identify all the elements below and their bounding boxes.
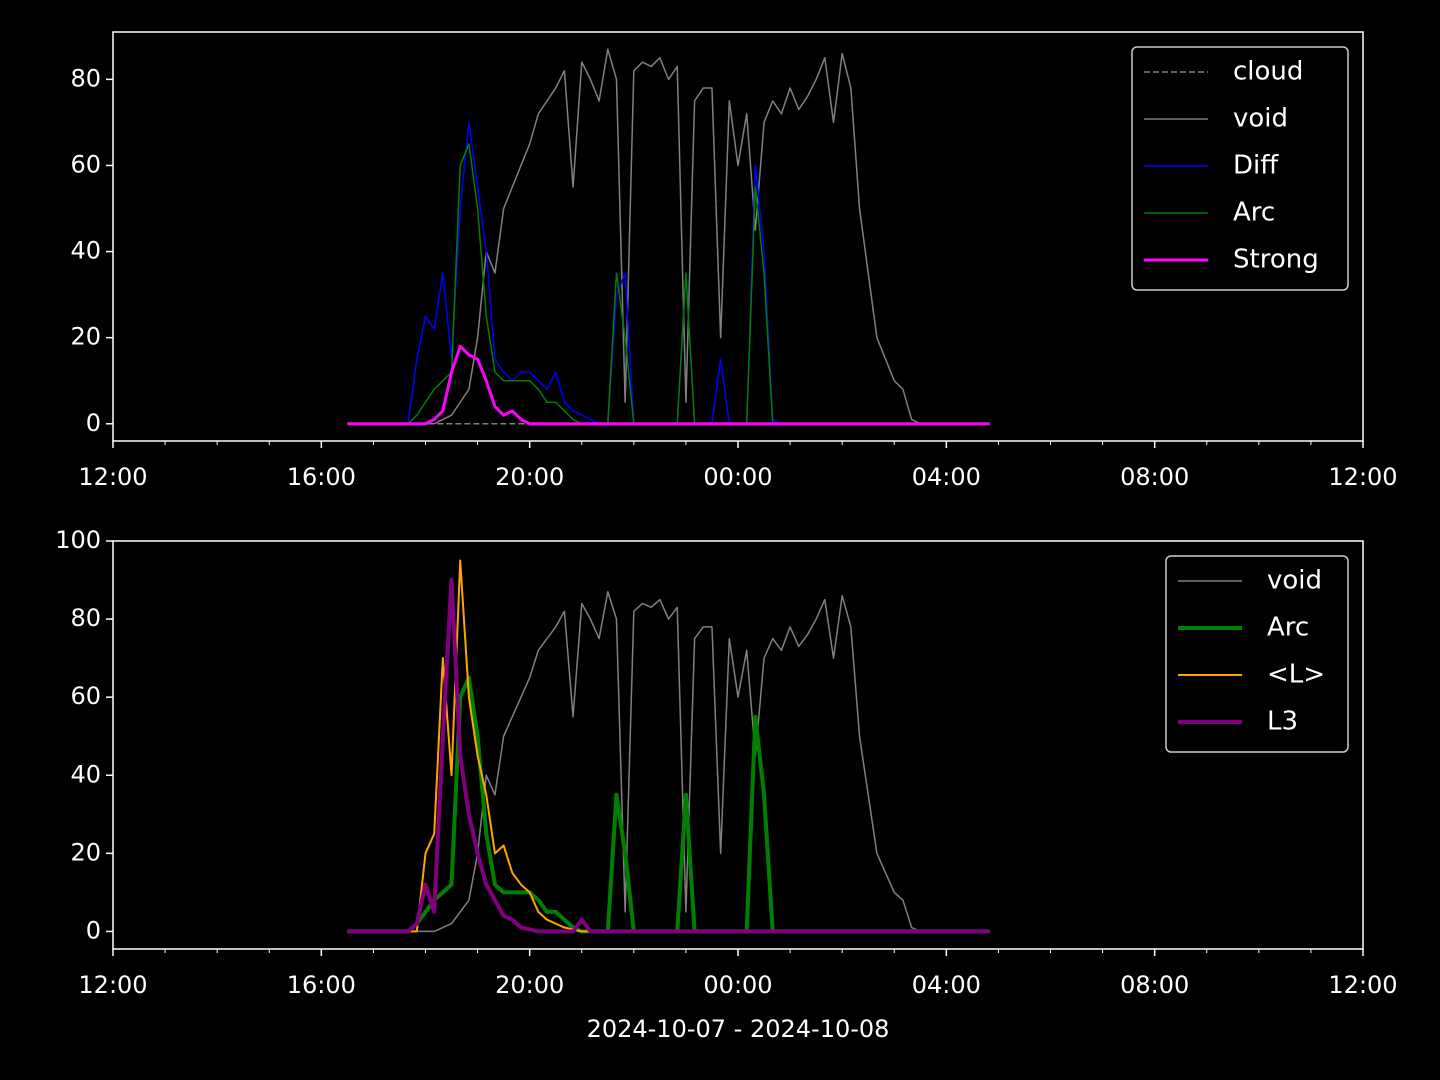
y-tick-label: 40 — [70, 237, 101, 265]
legend-label: void — [1267, 566, 1322, 596]
legend-label: Diff — [1233, 151, 1279, 181]
x-tick-label: 12:00 — [78, 463, 147, 491]
y-tick-label: 20 — [70, 838, 101, 866]
x-tick-label: 16:00 — [287, 463, 356, 491]
plot-area — [347, 559, 990, 934]
x-tick-label: 04:00 — [912, 971, 981, 999]
x-axis-label: 2024-10-07 - 2024-10-08 — [587, 1015, 890, 1043]
y-tick-label: 60 — [70, 682, 101, 710]
x-tick-label: 00:00 — [703, 971, 772, 999]
x-tick-label: 12:00 — [1328, 971, 1397, 999]
legend-label: Strong — [1233, 245, 1319, 275]
y-tick-label: 0 — [86, 409, 101, 437]
x-tick-label: 04:00 — [912, 463, 981, 491]
y-tick-label: 20 — [70, 323, 101, 351]
legend-label: void — [1233, 104, 1288, 134]
legend-label: <L> — [1267, 660, 1325, 690]
y-tick-label: 100 — [55, 526, 101, 554]
x-tick-label: 20:00 — [495, 463, 564, 491]
axes-frame — [112, 540, 1364, 950]
axes-frame — [112, 31, 1364, 442]
legend-box — [1165, 555, 1349, 753]
x-tick-label: 08:00 — [1120, 971, 1189, 999]
y-tick-label: 0 — [86, 916, 101, 944]
y-tick-label: 40 — [70, 760, 101, 788]
series-line — [347, 591, 990, 933]
series-line — [347, 344, 990, 426]
x-tick-label: 12:00 — [78, 971, 147, 999]
series-line — [347, 578, 990, 934]
legend-label: Arc — [1267, 613, 1309, 643]
y-tick-label: 80 — [70, 604, 101, 632]
legend-box — [1131, 46, 1349, 291]
series-line — [347, 48, 990, 425]
y-tick-label: 80 — [70, 64, 101, 92]
x-tick-label: 08:00 — [1120, 463, 1189, 491]
plot-area — [347, 48, 990, 426]
x-tick-label: 12:00 — [1328, 463, 1397, 491]
x-tick-label: 16:00 — [287, 971, 356, 999]
legend-label: L3 — [1267, 707, 1298, 737]
x-tick-label: 20:00 — [495, 971, 564, 999]
legend-label: Arc — [1233, 198, 1275, 228]
legend-label: cloud — [1233, 57, 1303, 87]
y-tick-label: 60 — [70, 150, 101, 178]
x-tick-label: 00:00 — [703, 463, 772, 491]
